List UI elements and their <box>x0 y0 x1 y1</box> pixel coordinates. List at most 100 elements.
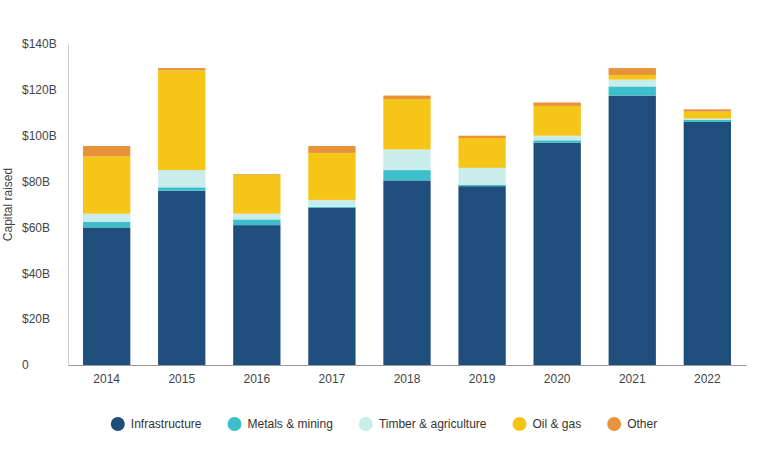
x-tick-label: 2014 <box>93 372 120 386</box>
y-tick: $140B <box>22 37 68 51</box>
bar-segment <box>684 122 731 365</box>
legend-label: Infrastructure <box>131 417 202 431</box>
bar-segment <box>534 140 581 142</box>
y-tick-label: 0 <box>22 358 29 372</box>
x-tick-label: 2021 <box>619 372 646 386</box>
bar-segment <box>458 185 505 186</box>
bar-segment <box>684 112 731 119</box>
bar-segment <box>308 200 355 207</box>
y-tick-label: $20B <box>22 312 50 326</box>
x-tick-label: 2018 <box>394 372 421 386</box>
bar-segment <box>609 75 656 80</box>
legend-swatch <box>111 417 125 431</box>
bar-segment <box>83 146 130 156</box>
bars <box>83 68 731 365</box>
bar-segment <box>83 222 130 228</box>
x-tick: 2020 <box>544 365 571 386</box>
x-tick-label: 2016 <box>243 372 270 386</box>
bar-segment <box>158 191 205 365</box>
x-tick-label: 2019 <box>469 372 496 386</box>
legend-item: Timber & agriculture <box>359 417 487 431</box>
y-tick: $120B <box>22 83 68 97</box>
legend-item: Other <box>607 417 657 431</box>
x-tick: 2016 <box>243 365 270 386</box>
legend-item: Metals & mining <box>228 417 333 431</box>
x-tick-label: 2015 <box>168 372 195 386</box>
y-tick-label: $80B <box>22 175 50 189</box>
bar-segment <box>534 102 581 105</box>
y-tick: 0 <box>22 358 68 372</box>
legend-swatch <box>228 417 242 431</box>
legend-item: Infrastructure <box>111 417 202 431</box>
legend-label: Oil & gas <box>532 417 581 431</box>
bar-segment <box>684 109 731 111</box>
bar-segment <box>458 168 505 185</box>
bar-segment <box>609 96 656 365</box>
bar-segment <box>383 99 430 149</box>
bar-segment <box>308 207 355 208</box>
bar-segment <box>308 146 355 153</box>
y-tick-label: $100B <box>22 129 57 143</box>
bar-segment <box>458 186 505 365</box>
y-tick: $60B <box>22 221 68 235</box>
bar-segment <box>383 149 430 170</box>
bar-segment <box>383 170 430 180</box>
x-tick: 2022 <box>694 365 721 386</box>
x-tick: 2017 <box>319 365 346 386</box>
x-axis-line <box>69 365 747 366</box>
legend: Infrastructure Metals & mining Timber & ag… <box>111 417 657 431</box>
x-tick: 2021 <box>619 365 646 386</box>
y-axis-title: Capital raised <box>1 168 15 241</box>
legend-swatch <box>607 417 621 431</box>
x-tick: 2019 <box>469 365 496 386</box>
bar-segment <box>83 214 130 222</box>
legend-label: Timber & agriculture <box>379 417 487 431</box>
bar-segment <box>684 119 731 120</box>
legend-item: Oil & gas <box>512 417 581 431</box>
bar-segment <box>83 156 130 213</box>
bar-segment <box>83 227 130 365</box>
bar-segment <box>534 143 581 365</box>
bar-segment <box>233 214 280 220</box>
bar-segment <box>609 86 656 95</box>
y-tick: $100B <box>22 129 68 143</box>
bar-segment <box>534 136 581 141</box>
bar-segment <box>684 120 731 122</box>
bar-segment <box>158 68 205 70</box>
x-tick-label: 2017 <box>319 372 346 386</box>
y-tick-label: $140B <box>22 37 57 51</box>
y-tick-label: $40B <box>22 267 50 281</box>
y-axis-line <box>68 45 69 366</box>
legend-swatch <box>512 417 526 431</box>
x-tick: 2018 <box>394 365 421 386</box>
bar-segment <box>233 175 280 214</box>
bar-segment <box>609 68 656 75</box>
bar-segment <box>233 219 280 225</box>
bar-segment <box>534 106 581 136</box>
x-tick: 2015 <box>168 365 195 386</box>
bar-segment <box>233 225 280 365</box>
y-tick: $40B <box>22 267 68 281</box>
bar-segment <box>233 174 280 176</box>
bar-segment <box>458 138 505 168</box>
legend-swatch <box>359 417 373 431</box>
y-tick-label: $60B <box>22 221 50 235</box>
bar-segment <box>158 187 205 190</box>
y-tick-label: $120B <box>22 83 57 97</box>
bar-segment <box>383 180 430 365</box>
bar-segment <box>308 153 355 200</box>
legend-label: Other <box>627 417 657 431</box>
y-tick: $80B <box>22 175 68 189</box>
legend-label: Metals & mining <box>248 417 333 431</box>
x-tick-label: 2022 <box>694 372 721 386</box>
bar-segment <box>158 170 205 187</box>
x-tick: 2014 <box>93 365 120 386</box>
bar-segment <box>308 208 355 365</box>
x-tick-label: 2020 <box>544 372 571 386</box>
x-axis: 2014 2015 2016 2017 2018 2019 2020 2021 2022 <box>69 365 747 386</box>
bar-segment <box>458 136 505 138</box>
y-tick: $20B <box>22 312 68 326</box>
y-axis: 0 $20B $40B $60B $80B $100B $120B $140B <box>22 37 69 372</box>
bar-segment <box>158 70 205 170</box>
chart: 0 $20B $40B $60B $80B $100B $120B $140B 2014 2015… <box>0 0 768 452</box>
